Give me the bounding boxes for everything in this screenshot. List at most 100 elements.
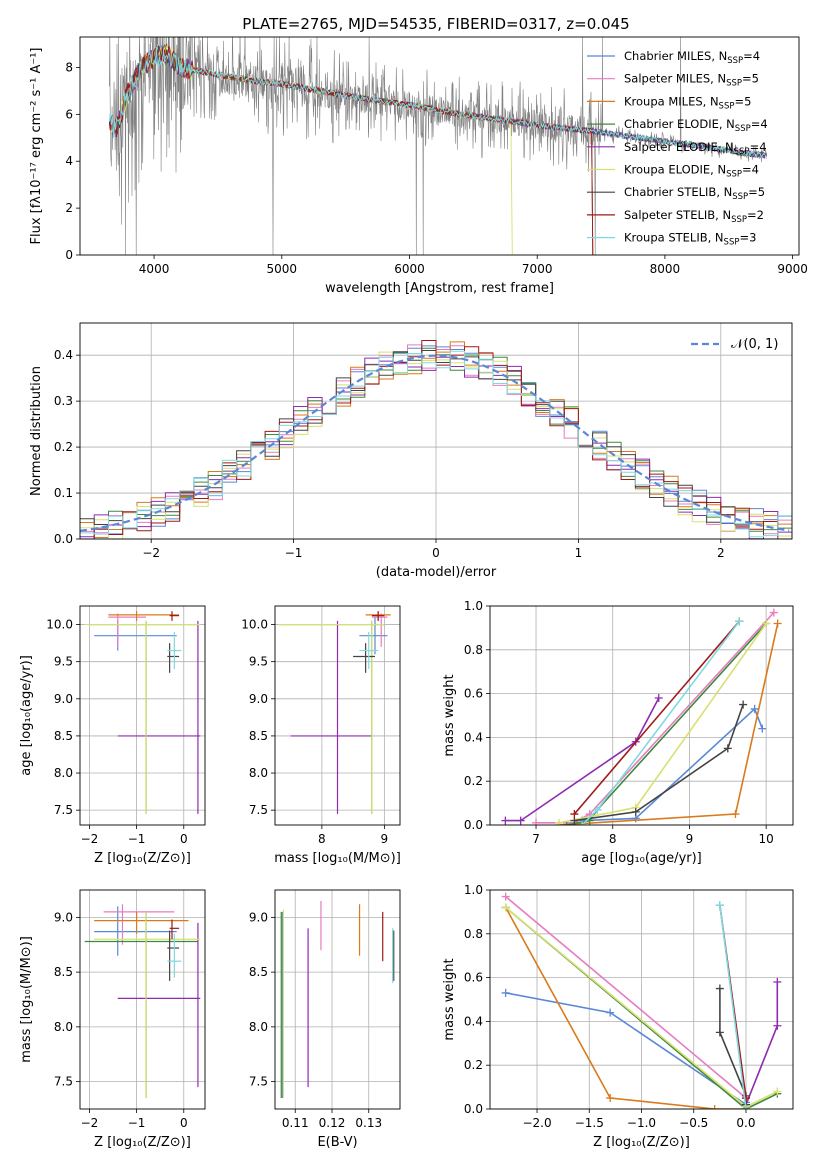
panel-mass-vs-Z: −2 −1 0 7.5 8.0 8.5 9.0 Z [log₁₀(Z/Z⊙)] mass [lo… — [19, 889, 206, 1150]
y-axis-label: age [log₁₀(age/yr)] — [19, 655, 34, 776]
x-tick-label: 9 — [686, 832, 694, 846]
weight-marker-5 — [773, 1087, 782, 1096]
legend-value: =3 — [739, 231, 756, 245]
y-tick-label: 8.0 — [249, 1020, 268, 1034]
y-axis-label: mass [log₁₀(M/M⊙)] — [19, 936, 34, 1063]
x-axis-label: Z [log₁₀(Z/Z⊙)] — [593, 1135, 690, 1150]
panel-age-vs-mass: 8 9 7.5 8.0 8.5 9.0 9.5 10.0 mass [log₁₀(M/M⊙)] — [241, 605, 401, 866]
weight-marker-6 — [715, 1028, 724, 1037]
y-tick-label: 8.5 — [54, 965, 73, 979]
weight-marker-1 — [769, 608, 778, 617]
panel-residuals: −2 −1 0 1 2 0.0 0.1 0.2 0.3 0.4 (data-model)/error… — [29, 322, 793, 580]
weight-marker-5 — [762, 619, 771, 628]
weight-marker-6 — [715, 984, 724, 993]
weight-line-4 — [745, 982, 779, 1105]
weight-marker-8 — [741, 1105, 750, 1109]
legend-label-7: Salpeter STELIB, NSSP=2 — [624, 208, 764, 225]
panel-age-vs-Z: −2 −1 0 7.5 8.0 8.5 9.0 9.5 10.0 Z [log₁₀(Z/Z⊙)] a… — [19, 605, 206, 866]
y-tick-label: 9.0 — [54, 692, 73, 706]
x-tick-label: 0 — [432, 546, 440, 560]
legend-subscript: SSP — [734, 147, 750, 157]
x-axis-label: (data-model)/error — [376, 565, 497, 580]
x-tick-label: −2 — [81, 1116, 99, 1130]
plot-area-residuals — [80, 340, 792, 539]
weight-marker-5 — [555, 818, 564, 825]
legend-label-3: Chabrier ELODIE, NSSP=4 — [624, 117, 768, 134]
x-axis-label: Z [log₁₀(Z/Z⊙)] — [94, 1135, 191, 1150]
x-tick-label: 4000 — [139, 262, 170, 276]
legend-value: =4 — [743, 49, 760, 63]
legend-label-normal: 𝒩(0, 1) — [731, 337, 778, 352]
x-tick-label: 8000 — [650, 262, 681, 276]
axes-frame — [274, 605, 401, 826]
legend-label-8: Kroupa STELIB, NSSP=3 — [624, 231, 756, 248]
y-tick-label: 8.0 — [249, 766, 268, 780]
y-tick-label: 6 — [65, 107, 73, 121]
x-tick-label: −1 — [128, 1116, 146, 1130]
x-tick-label: −1 — [128, 832, 146, 846]
weight-marker-4 — [516, 816, 525, 825]
y-tick-label: 0.4 — [464, 1014, 483, 1028]
y-tick-label: 9.5 — [249, 655, 268, 669]
panel-weight-vs-Z: −2.0 −1.5 −1.0 −0.5 0.0 0.0 0.2 0.4 0.6 0.8 1.0 Z [… — [442, 883, 794, 1150]
legend: Chabrier MILES, NSSP=4 Salpeter MILES, NS… — [587, 49, 768, 248]
y-tick-label: 8.0 — [54, 766, 73, 780]
model-line-7 — [108, 45, 594, 255]
axes-frame — [489, 889, 794, 1110]
y-tick-label: 0.2 — [464, 1058, 483, 1072]
legend-label-6: Chabrier STELIB, NSSP=5 — [624, 185, 765, 202]
weight-marker-8 — [578, 821, 587, 825]
legend-label-1: Salpeter MILES, NSSP=5 — [624, 72, 759, 89]
y-axis-label: Normed distribution — [29, 366, 44, 496]
x-tick-label: 8 — [609, 832, 617, 846]
legend-value: =5 — [734, 94, 751, 108]
y-tick-label: 9.0 — [54, 910, 73, 924]
axes-frame — [489, 605, 794, 826]
y-tick-label: 0.6 — [464, 971, 483, 985]
weight-line-4 — [505, 697, 660, 822]
weight-marker-0 — [750, 704, 759, 713]
y-tick-label: 0.6 — [464, 687, 483, 701]
weight-line-2 — [504, 907, 746, 1109]
y-tick-label: 8.5 — [249, 729, 268, 743]
y-tick-label: 8.0 — [54, 1020, 73, 1034]
y-tick-label: 0.3 — [54, 394, 73, 408]
x-tick-label: 9000 — [777, 262, 808, 276]
x-tick-label: 6000 — [394, 262, 425, 276]
y-tick-label: 0.4 — [54, 348, 73, 362]
weight-marker-4 — [773, 977, 782, 986]
weight-marker-8 — [593, 805, 602, 814]
x-axis-label: age [log₁₀(age/yr)] — [581, 851, 702, 866]
x-tick-label: −1.0 — [627, 1116, 656, 1130]
legend-label-2: Kroupa MILES, NSSP=5 — [624, 94, 751, 111]
axes-frame — [79, 605, 206, 826]
legend-subscript: SSP — [724, 238, 740, 248]
normal-curve — [80, 354, 790, 532]
y-tick-label: 9.0 — [249, 692, 268, 706]
weight-marker-2 — [773, 619, 782, 628]
plot-area-weight-vs-age — [501, 608, 782, 825]
y-tick-label: 0.0 — [464, 818, 483, 832]
plot-area-mass-vs-Z — [84, 904, 201, 1099]
y-tick-label: 0.2 — [464, 774, 483, 788]
histogram-7 — [80, 340, 792, 539]
plot-area-age-vs-mass — [278, 611, 391, 814]
weight-line-8 — [719, 905, 747, 1109]
weight-line-0 — [582, 707, 764, 822]
legend-value: =4 — [742, 163, 759, 177]
legend-subscript: SSP — [732, 192, 748, 202]
panel-weight-vs-age: 7 8 9 10 0.0 0.2 0.4 0.6 0.8 1.0 age [log₁₀(age/yr… — [442, 599, 794, 866]
weight-marker-3 — [562, 821, 571, 825]
x-axis-label: wavelength [Angstrom, rest frame] — [325, 281, 554, 296]
y-tick-label: 10.0 — [241, 618, 268, 632]
weight-marker-0 — [606, 1008, 615, 1017]
x-tick-label: 2 — [717, 546, 725, 560]
weight-marker-7 — [570, 810, 579, 819]
y-tick-label: 8.5 — [54, 729, 73, 743]
x-tick-label: −2 — [142, 546, 160, 560]
legend-value: =5 — [742, 72, 759, 86]
legend-subscript: SSP — [727, 56, 743, 66]
weight-marker-2 — [731, 810, 740, 819]
y-tick-label: 0 — [65, 248, 73, 262]
